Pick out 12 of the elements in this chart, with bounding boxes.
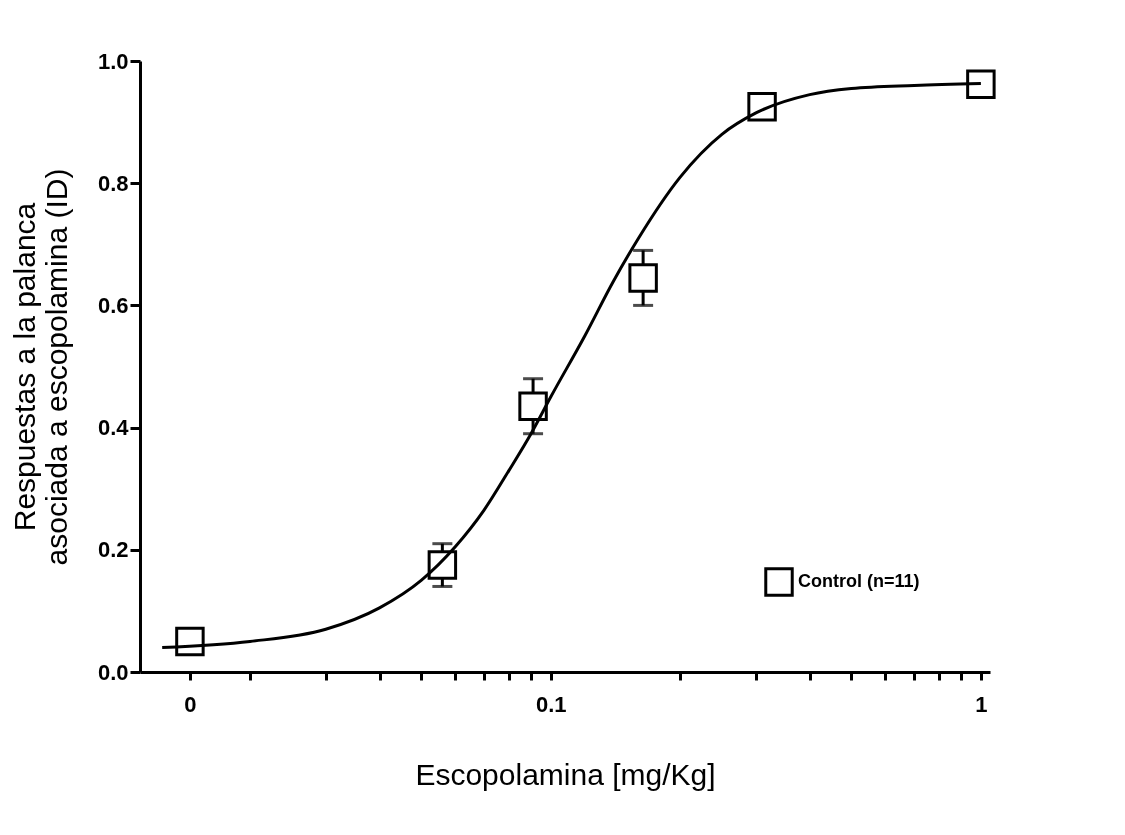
legend-label: Control (n=11) — [798, 571, 920, 591]
y-tick-label: 0.2 — [97, 537, 129, 563]
y-axis-title: Respuestas a la palanca asociada a escopolamina (ID) — [7, 168, 73, 566]
x-axis-title: Escopolamina [mg/Kg] — [415, 757, 716, 791]
x-tick-label: 1 — [975, 691, 988, 717]
y-tick-label: 1.0 — [97, 48, 129, 74]
y-tick-label: 0.8 — [97, 170, 129, 196]
y-tick-label: 0.6 — [97, 292, 129, 318]
y-tick-label: 0.0 — [97, 659, 129, 685]
x-tick-label: 0 — [184, 691, 197, 717]
y-tick-label: 0.4 — [97, 415, 130, 441]
x-tick-label: 0.1 — [535, 691, 567, 717]
